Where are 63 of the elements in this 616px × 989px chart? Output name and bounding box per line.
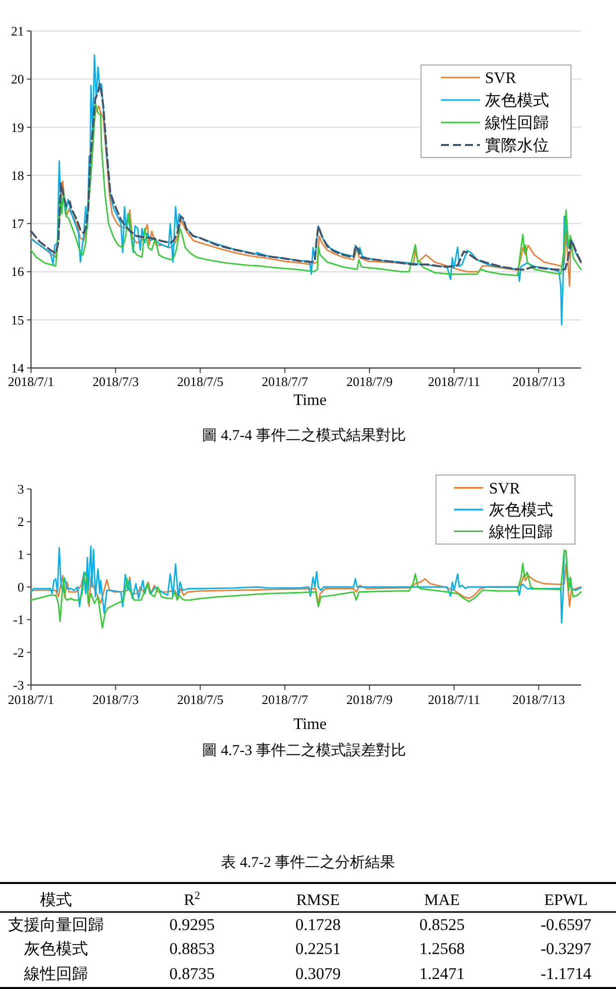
text: 圖 4.7-4 事件二之模式結果對比 [202, 427, 406, 444]
data-label: 0.8525 [419, 915, 465, 934]
x-tick-label: 2018/7/13 [512, 692, 566, 707]
y-tick-label: 14 [11, 360, 24, 376]
y-tick-label: 17 [11, 216, 24, 232]
y-tick-label: 18 [11, 168, 24, 183]
legend-label: SVR [489, 480, 520, 498]
data-label: -1.1714 [540, 964, 592, 983]
x-tick-label: 2018/7/11 [428, 374, 480, 389]
y-tick-label: 2 [18, 514, 24, 530]
y-tick-label: 1 [18, 546, 24, 562]
y-tick-label: 灰色模式 [24, 940, 88, 958]
y-tick-label: 線性回歸 [23, 966, 88, 983]
x-axis-title: Time [293, 392, 327, 409]
x-tick-label: RMSE [296, 892, 340, 909]
x-tick-label: 2018/7/5 [177, 692, 224, 707]
text: 圖 4.7-3 事件二之模式誤差對比 [202, 742, 406, 759]
x-tick-label: 2018/7/7 [262, 374, 308, 389]
data-label: 1.2471 [419, 964, 465, 983]
x-tick-label: 2018/7/3 [92, 374, 139, 389]
y-tick-label: 支援向量回歸 [8, 916, 104, 934]
y-tick-label: -3 [13, 678, 24, 692]
data-label: -0.6597 [540, 915, 592, 934]
data-label: 0.9295 [169, 915, 215, 934]
data-label: 1.2568 [419, 939, 465, 958]
x-tick-label: EPWL [544, 892, 588, 909]
x-tick-label: R$^{2}$ [184, 890, 200, 909]
y-axis-title: 模式 [40, 891, 72, 909]
x-tick-label: 2018/7/9 [346, 692, 393, 707]
y-tick-label: 3 [18, 482, 24, 496]
data-label: 0.8853 [169, 939, 215, 958]
x-tick-label: 2018/7/7 [262, 692, 308, 707]
data-label: 0.3079 [295, 964, 341, 983]
data-label: 0.1728 [295, 915, 341, 934]
legend-label: 灰色模式 [489, 501, 553, 520]
line-series [30, 54, 582, 326]
y-tick-label: -1 [13, 612, 24, 628]
x-tick-label: 2018/7/9 [346, 374, 393, 389]
x-tick-label: 2018/7/1 [8, 374, 54, 389]
y-tick-label: -2 [13, 644, 24, 660]
x-tick-label: 2018/7/3 [92, 692, 139, 707]
line-series [30, 563, 582, 608]
x-axis-title: Time [293, 716, 327, 733]
y-tick-label: 19 [11, 120, 24, 135]
x-tick-label: 2018/7/1 [8, 692, 54, 707]
legend-label: 線性回歸 [488, 524, 553, 541]
x-tick-label: 2018/7/13 [512, 374, 566, 389]
data-label: 0.8735 [169, 964, 215, 983]
data-label: -0.3297 [540, 939, 592, 958]
y-tick-label: 0 [18, 580, 24, 594]
legend-label: 實際水位 [485, 136, 549, 154]
y-tick-label: 21 [11, 24, 24, 38]
y-tick-label: 20 [11, 72, 24, 87]
legend-label: 線性回歸 [484, 115, 549, 132]
data-label: 0.2251 [295, 939, 341, 958]
x-tick-label: MAE [424, 892, 460, 909]
legend-label: SVR [485, 70, 516, 87]
y-tick-label: 15 [11, 312, 24, 328]
legend-label: 灰色模式 [485, 92, 549, 110]
y-tick-label: 16 [11, 264, 24, 280]
x-tick-label: 2018/7/5 [177, 374, 224, 389]
x-tick-label: 2018/7/11 [428, 692, 480, 707]
chart-title: 表 4.7-2 事件二之分析結果 [221, 854, 395, 871]
